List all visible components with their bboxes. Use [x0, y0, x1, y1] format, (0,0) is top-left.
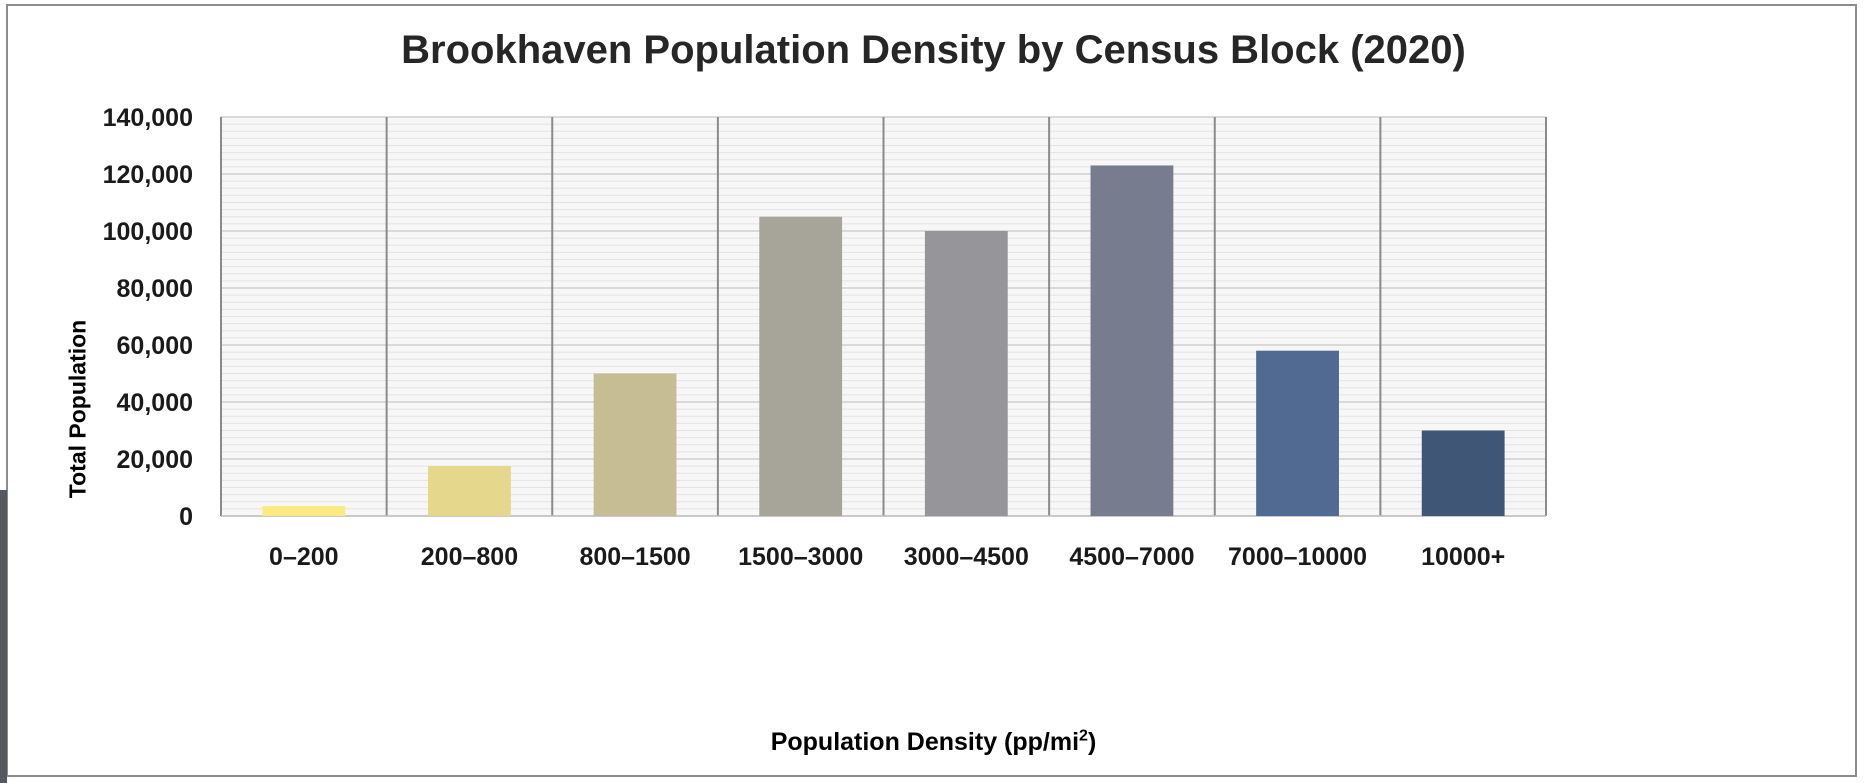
- x-tick-label: 200–800: [421, 543, 518, 571]
- y-tick-label: 40,000: [117, 389, 193, 417]
- bar-6: [1090, 165, 1174, 516]
- y-tick-label: 0: [179, 503, 193, 531]
- background-window-edge: [0, 490, 7, 783]
- x-axis-title-text: Population Density (pp/mi: [770, 728, 1080, 756]
- x-tick-label: 3000–4500: [904, 543, 1029, 571]
- bar-4: [759, 216, 843, 516]
- bar-5: [924, 231, 1008, 516]
- y-tick-label: 120,000: [103, 161, 193, 189]
- y-tick-label: 140,000: [103, 104, 193, 132]
- x-tick-label: 10000+: [1421, 543, 1505, 571]
- x-tick-label: 7000–10000: [1228, 543, 1367, 571]
- y-tick-label: 80,000: [117, 275, 193, 303]
- bar-7: [1256, 350, 1339, 516]
- x-axis-title-suffix: ): [1087, 728, 1097, 756]
- bar-8: [1421, 430, 1505, 516]
- x-tick-label: 1500–3000: [738, 543, 863, 571]
- x-axis-title-superscript: 2: [1079, 727, 1088, 745]
- x-axis-title: Population Density (pp/mi2): [0, 728, 1867, 757]
- chart-title: Brookhaven Population Density by Census …: [401, 28, 1466, 72]
- x-tick-label: 0–200: [269, 543, 339, 571]
- y-tick-label: 20,000: [117, 446, 193, 474]
- y-tick-label: 100,000: [103, 218, 193, 246]
- x-tick-label: 4500–7000: [1069, 543, 1194, 571]
- bar-2: [428, 466, 511, 516]
- y-tick-label: 60,000: [117, 332, 193, 360]
- bar-1: [262, 506, 346, 516]
- x-tick-label: 800–1500: [579, 543, 690, 571]
- bar-3: [593, 373, 677, 516]
